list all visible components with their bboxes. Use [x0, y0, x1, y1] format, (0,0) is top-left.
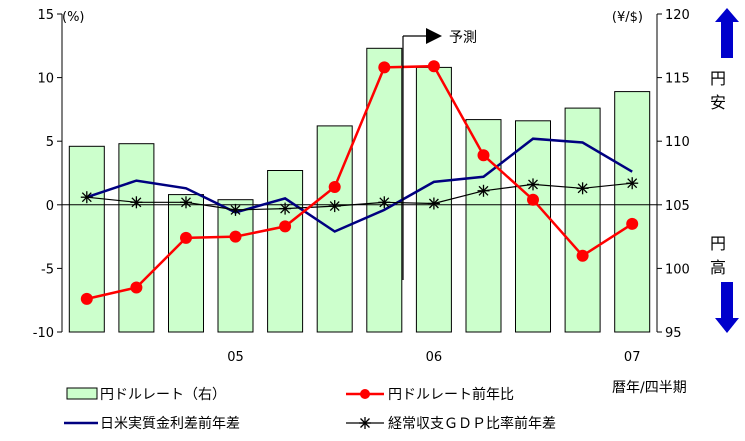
left-tick-label-3: 5 [46, 135, 54, 150]
current-account-point-8 [427, 197, 440, 210]
rate-yoy-point-1 [80, 292, 93, 305]
x-tick-label-07: 07 [624, 350, 641, 365]
current-account-point-2 [130, 196, 143, 209]
legend-item-rate-yoy: 円ドルレート前年比 [346, 386, 514, 403]
legend-label-rate-yoy: 円ドルレート前年比 [388, 386, 514, 403]
forecast-marker: 予測 [402, 28, 477, 280]
x-tick-label-05: 05 [227, 350, 244, 365]
current-account-point-9 [477, 184, 490, 197]
legend-label-exchange-rate: 円ドルレート（右） [100, 387, 226, 403]
down-arrow-icon [715, 282, 739, 333]
left-tick-label-5: -5 [41, 262, 54, 277]
left-axis-unit: (%) [62, 10, 85, 25]
legend-label-current-account: 経常収支ＧＤＰ比率前年差 [388, 415, 556, 432]
right-tick-label-3: 110 [665, 135, 690, 150]
bar-3 [168, 194, 204, 333]
legend-swatch-rate-yoy-marker [360, 389, 370, 399]
right-tick-label-1: 120 [665, 8, 690, 23]
left-tick-label-1: 15 [37, 8, 54, 23]
bar-12 [614, 91, 651, 333]
current-account-point-1 [80, 191, 93, 204]
current-account-point-11 [576, 182, 589, 195]
up-arrow-icon [715, 8, 739, 58]
rate-yoy-point-11 [576, 249, 589, 262]
yen-weak-label-2: 安 [710, 93, 726, 112]
right-tick-label-5: 100 [665, 262, 690, 277]
legend-swatch-current-account-star [359, 417, 371, 429]
current-account-line [86, 182, 633, 211]
legend: 円ドルレート（右） 円ドルレート前年比 日米実質金利差前年差 経常収支ＧＤＰ比率… [64, 386, 556, 432]
bars-layer [68, 47, 651, 333]
left-tick-label-6: -10 [33, 326, 54, 341]
legend-item-current-account: 経常収支ＧＤＰ比率前年差 [346, 415, 556, 432]
current-account-point-12 [626, 177, 639, 190]
rate-yoy-point-8 [427, 60, 440, 73]
left-tick-label-2: 10 [37, 72, 54, 87]
current-account-point-6 [328, 200, 341, 213]
bar-9 [465, 119, 502, 333]
current-account-point-7 [378, 196, 391, 209]
rate-yoy-point-6 [328, 181, 341, 193]
rate-yoy-point-3 [180, 231, 192, 244]
rate-yoy-point-12 [626, 217, 639, 230]
current-account-point-10 [527, 178, 539, 191]
yen-strong-label-2: 高 [710, 258, 726, 277]
left-tick-label-4: 0 [46, 199, 54, 214]
bar-5 [267, 170, 304, 333]
current-account-point-4 [229, 203, 242, 216]
right-tick-label-4: 105 [665, 199, 690, 214]
right-tick-label-6: 95 [665, 326, 682, 341]
bar-10 [515, 120, 551, 333]
real-rate-line [86, 137, 633, 233]
lines-layer [80, 60, 639, 305]
legend-swatch-bar [66, 387, 98, 400]
legend-item-real-rate: 日米実質金利差前年差 [64, 415, 240, 432]
rate-yoy-point-4 [229, 230, 242, 243]
legend-item-exchange-rate: 円ドルレート（右） [66, 387, 226, 403]
bar-2 [118, 143, 155, 333]
legend-label-real-rate: 日米実質金利差前年差 [100, 415, 240, 432]
bar-11 [564, 107, 601, 333]
x-axis-caption: 暦年/四半期 [612, 380, 687, 396]
yen-weak-label-1: 円 [710, 69, 726, 88]
current-account-point-5 [279, 202, 292, 215]
bar-7 [366, 47, 403, 333]
forecast-arrow-icon [426, 28, 442, 44]
rate-yoy-point-7 [378, 61, 391, 74]
rate-yoy-point-10 [527, 193, 539, 206]
forecast-label: 予測 [449, 30, 477, 46]
current-account-point-3 [180, 196, 192, 209]
rate-yoy-point-5 [279, 220, 292, 233]
rate-yoy-point-2 [130, 281, 143, 294]
bar-4 [217, 199, 254, 333]
right-axis-unit: (¥/$) [612, 10, 643, 25]
right-tick-label-2: 115 [665, 72, 690, 87]
x-tick-label-06: 06 [426, 350, 443, 365]
yen-strong-label-1: 円 [710, 234, 726, 253]
rate-yoy-line [86, 64, 633, 301]
rate-yoy-point-9 [477, 149, 490, 162]
